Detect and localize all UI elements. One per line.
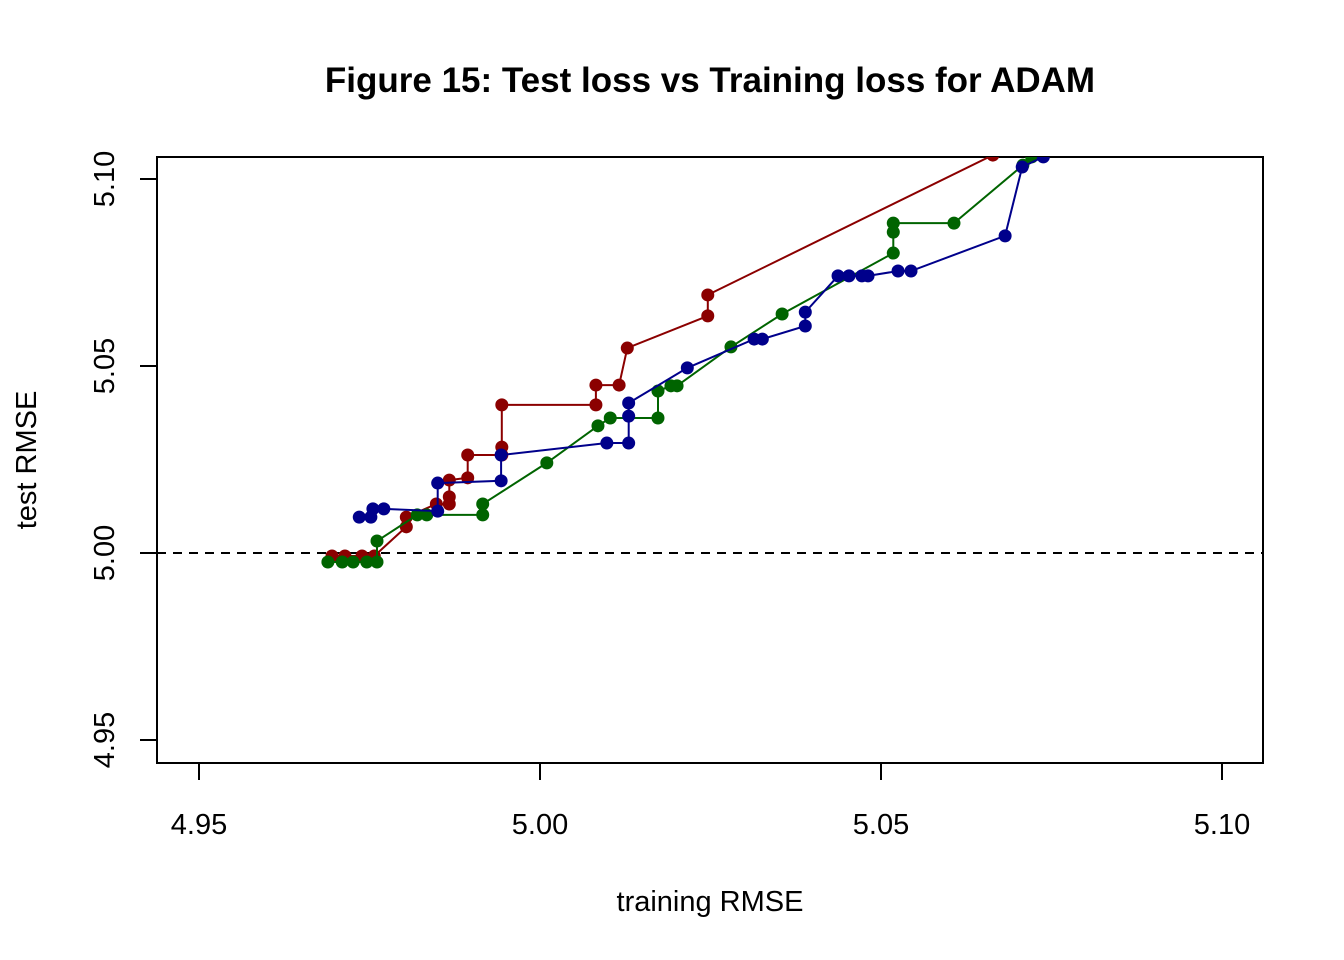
data-point-green: [886, 246, 900, 260]
x-tick-label: 4.95: [171, 809, 227, 841]
data-point-green: [886, 216, 900, 230]
data-point-blue: [831, 269, 845, 283]
data-point-green: [476, 497, 490, 511]
data-point-blue: [798, 319, 812, 333]
series-line-blue: [359, 157, 1044, 519]
data-point-blue: [431, 504, 445, 518]
data-point-blue: [622, 409, 636, 423]
chart-title: Figure 15: Test loss vs Training loss fo…: [325, 61, 1095, 100]
data-point-red: [620, 341, 634, 355]
data-point-blue: [842, 269, 856, 283]
data-point-red: [701, 288, 715, 302]
data-point-green: [370, 534, 384, 548]
y-axis-label: test RMSE: [11, 391, 43, 530]
data-point-blue: [904, 264, 918, 278]
data-point-blue: [352, 510, 366, 524]
data-point-red: [589, 398, 603, 412]
series-line-red: [332, 157, 992, 557]
data-point-blue: [622, 436, 636, 450]
data-point-green: [410, 508, 424, 522]
data-point-green: [346, 555, 360, 569]
data-point-blue: [680, 361, 694, 375]
x-axis-label: training RMSE: [617, 886, 804, 918]
data-point-green: [603, 411, 617, 425]
x-tick-label: 5.10: [1194, 809, 1250, 841]
x-tick-label: 5.05: [853, 809, 909, 841]
x-axis: 4.95 5.00 5.05 5.10: [171, 763, 1250, 841]
data-point-blue: [1036, 157, 1050, 164]
data-point-green: [540, 456, 554, 470]
data-point-blue: [861, 269, 875, 283]
data-point-blue: [431, 476, 445, 490]
y-axis: 4.95 5.00 5.05 5.10: [89, 151, 157, 768]
data-point-blue: [798, 305, 812, 319]
data-point-green: [591, 419, 605, 433]
data-point-blue: [600, 436, 614, 450]
data-point-red: [612, 378, 626, 392]
x-tick-label: 5.00: [512, 809, 568, 841]
data-point-blue: [366, 502, 380, 516]
data-point-red: [461, 448, 475, 462]
plot-frame: [156, 156, 1264, 764]
data-point-green: [775, 307, 789, 321]
data-point-blue: [494, 474, 508, 488]
series-blue: [352, 157, 1050, 524]
y-tick-label: 4.95: [89, 712, 121, 768]
data-point-blue: [377, 502, 391, 516]
data-point-blue: [1015, 160, 1029, 174]
data-point-red: [442, 490, 456, 504]
data-point-red: [701, 309, 715, 323]
data-point-red: [986, 157, 1000, 162]
data-point-green: [476, 508, 490, 522]
data-point-green: [335, 555, 349, 569]
data-point-green: [947, 216, 961, 230]
series-green: [321, 157, 1039, 569]
data-point-green: [370, 555, 384, 569]
data-point-red: [495, 398, 509, 412]
data-point-green: [360, 555, 374, 569]
y-tick-label: 5.05: [89, 338, 121, 394]
data-point-blue: [622, 396, 636, 410]
data-point-green: [886, 225, 900, 239]
data-point-red: [589, 378, 603, 392]
data-point-green: [670, 379, 684, 393]
data-point-blue: [891, 264, 905, 278]
data-point-blue: [998, 229, 1012, 243]
data-point-green: [651, 411, 665, 425]
y-tick-label: 5.00: [89, 525, 121, 581]
series-red: [325, 157, 1000, 563]
data-point-blue: [494, 448, 508, 462]
data-point-green: [321, 555, 335, 569]
data-point-red: [442, 473, 456, 487]
data-point-blue: [755, 332, 769, 346]
y-tick-label: 5.10: [89, 151, 121, 207]
